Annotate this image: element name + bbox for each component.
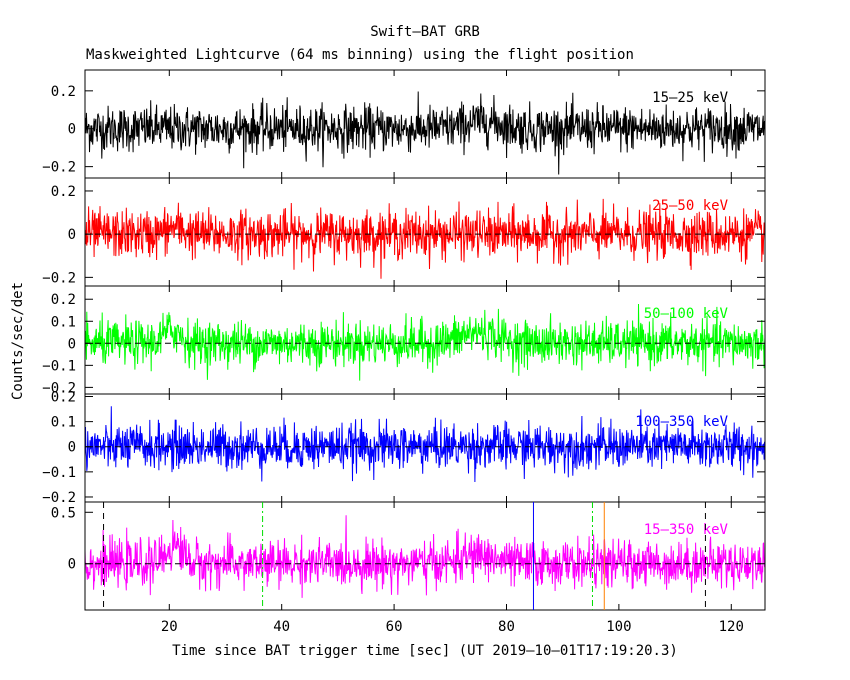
x-tick-label: 120 [719,619,744,635]
chart-subtitle: Maskweighted Lightcurve (64 ms binning) … [86,47,634,63]
x-tick-label: 80 [498,619,515,635]
y-tick-label: 0 [68,557,76,573]
panel-frame [84,501,766,611]
band-label: 15–25 keV [652,90,728,106]
panel-4: −0.2 −0.1 0 0.1 0.2 100–350 keV [42,390,766,506]
panel-5: 0 0.5 15–350 keV [51,501,766,611]
band-label: 50–100 keV [644,306,729,322]
y-tick-label: 0.1 [51,314,76,330]
series-line-3 [84,303,766,381]
y-tick-label: −0.2 [42,380,76,396]
panel-1: −0.2 0 0.2 15–25 keV [42,69,766,179]
y-tick-label: 0 [68,440,76,456]
panels-group: −0.200.2 15–25 keV−0.200.225–50 keV−0.2−0… [42,69,766,635]
y-tick-label: 0 [68,227,76,243]
y-axis-label: Counts/sec/det [10,282,26,400]
x-tick-label: 40 [273,619,290,635]
y-tick-label: −0.2 [42,270,76,286]
series-line-5 [84,515,766,598]
x-tick-label: 100 [606,619,631,635]
band-label: 15–350 keV [644,522,729,538]
y-tick-label: 0 [68,336,76,352]
y-tick-label: 0.2 [51,84,76,100]
y-tick-label: 0 [68,122,76,138]
band-label: 25–50 keV [652,198,728,214]
y-tick-label: −0.1 [42,465,76,481]
y-tick-label: 0.2 [51,184,76,200]
x-axis-label: Time since BAT trigger time [sec] (UT 20… [172,643,678,659]
series-line-2 [84,198,766,279]
panel-3: −0.2 −0.1 0 0.1 0.2 50–100 keV [42,285,766,396]
x-tick-label: 60 [386,619,403,635]
y-tick-label: −0.1 [42,358,76,374]
chart-title: Swift–BAT GRB [370,24,480,40]
panel-2: −0.2 0 0.2 25–50 keV [42,177,766,287]
series-line-1 [84,91,766,175]
x-tick-label: 20 [161,619,178,635]
y-tick-label: 0.2 [51,390,76,406]
y-tick-label: −0.2 [42,160,76,176]
y-tick-label: 0.2 [51,292,76,308]
y-tick-label: −0.2 [42,490,76,506]
y-tick-label: 0.1 [51,415,76,431]
y-tick-label: 0.5 [51,505,76,521]
series-line-4 [84,406,766,483]
band-label: 100–350 keV [635,414,728,430]
